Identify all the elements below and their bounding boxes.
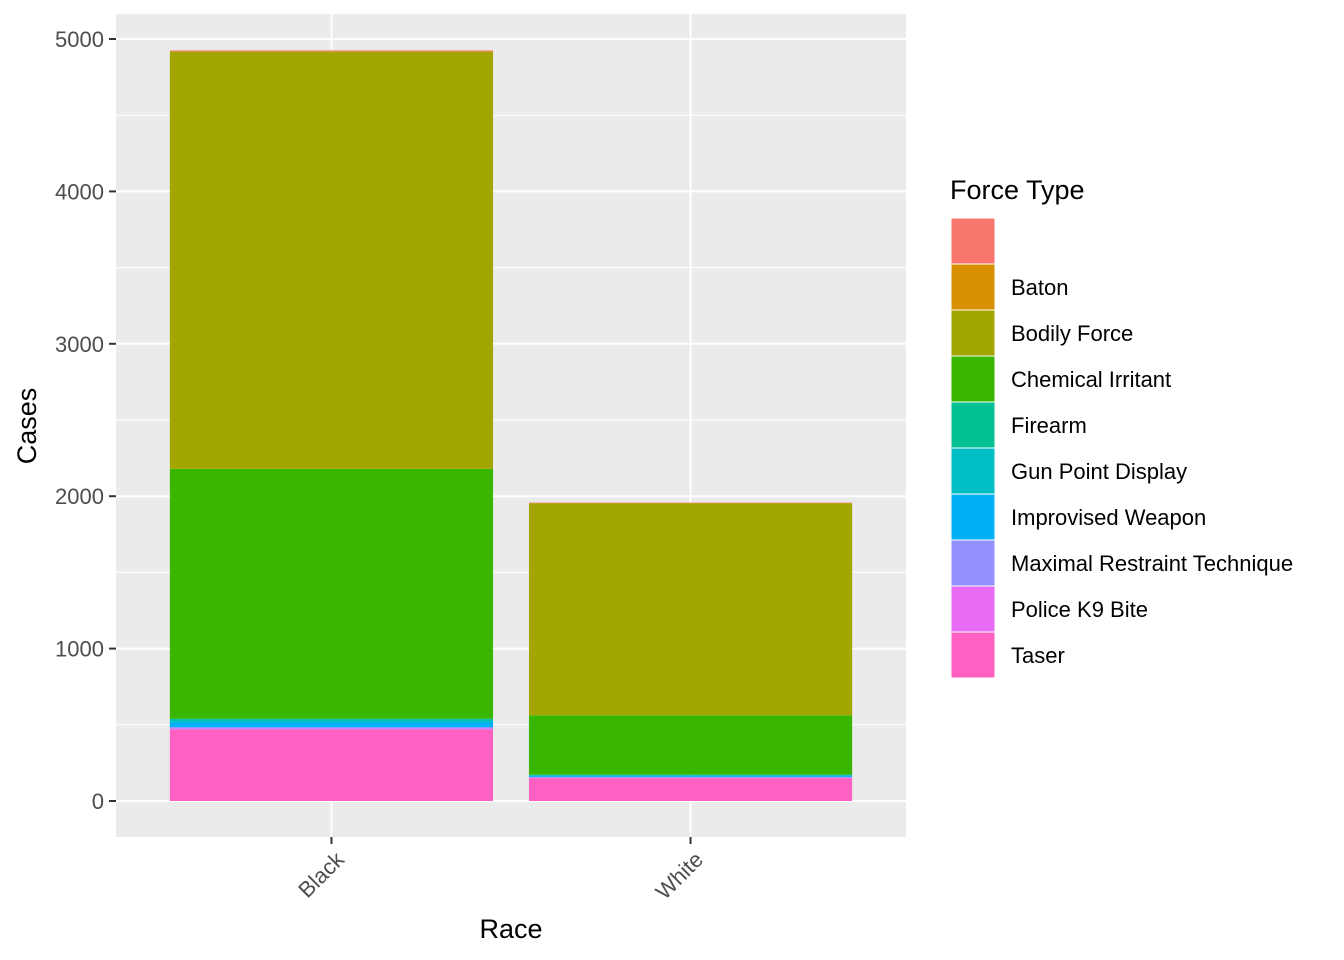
x-tick-label: Black	[293, 846, 349, 902]
y-tick-label: 2000	[55, 484, 104, 509]
bars	[169, 50, 853, 801]
bar-segment	[528, 776, 853, 778]
y-axis: 0 1000 2000 3000 4000 5000	[55, 27, 116, 814]
bar-segment	[169, 727, 494, 729]
legend-title: Force Type	[950, 175, 1085, 205]
bar-segment	[169, 718, 494, 720]
legend-key	[950, 401, 996, 449]
legend-key	[950, 585, 996, 633]
y-tick-label: 4000	[55, 179, 104, 204]
legend-key	[950, 263, 996, 311]
legend-key	[950, 447, 996, 495]
bar-segment	[528, 775, 853, 777]
y-tick-label: 5000	[55, 27, 104, 52]
bar-segment	[528, 774, 853, 776]
bar-segment	[169, 729, 494, 801]
legend-key	[950, 631, 996, 679]
bar-segment	[169, 728, 494, 730]
y-axis-title: Cases	[12, 388, 42, 465]
legend-label: Gun Point Display	[1011, 459, 1187, 484]
bar-segment	[528, 715, 853, 775]
bar-segment	[169, 719, 494, 723]
legend-label: Police K9 Bite	[1011, 597, 1148, 622]
bar-segment	[169, 51, 494, 52]
x-tick-label: White	[651, 847, 708, 904]
legend-label: Taser	[1011, 643, 1065, 668]
legend-label: Maximal Restraint Technique	[1011, 551, 1293, 576]
legend-key	[950, 309, 996, 357]
x-axis: Black White	[293, 837, 708, 904]
legend-label: Improvised Weapon	[1011, 505, 1206, 530]
bar-segment	[169, 50, 494, 52]
bar-segment	[528, 778, 853, 801]
y-tick-label: 3000	[55, 332, 104, 357]
bar-segment	[528, 503, 853, 716]
legend-label: Chemical Irritant	[1011, 367, 1171, 392]
legend-key	[950, 493, 996, 541]
legend-label: Baton	[1011, 275, 1069, 300]
legend-key	[950, 355, 996, 403]
legend-label: Bodily Force	[1011, 321, 1133, 346]
y-tick-label: 0	[92, 789, 104, 814]
bar-segment	[169, 468, 494, 719]
legend-key	[950, 539, 996, 587]
legend-key	[950, 217, 996, 265]
legend-label: Firearm	[1011, 413, 1087, 438]
legend: Force Type Baton Bodily Force Chemical Irr…	[950, 175, 1293, 679]
x-axis-title: Race	[479, 914, 542, 944]
bar-segment	[169, 722, 494, 728]
bar-segment	[169, 51, 494, 469]
y-tick-label: 1000	[55, 637, 104, 662]
